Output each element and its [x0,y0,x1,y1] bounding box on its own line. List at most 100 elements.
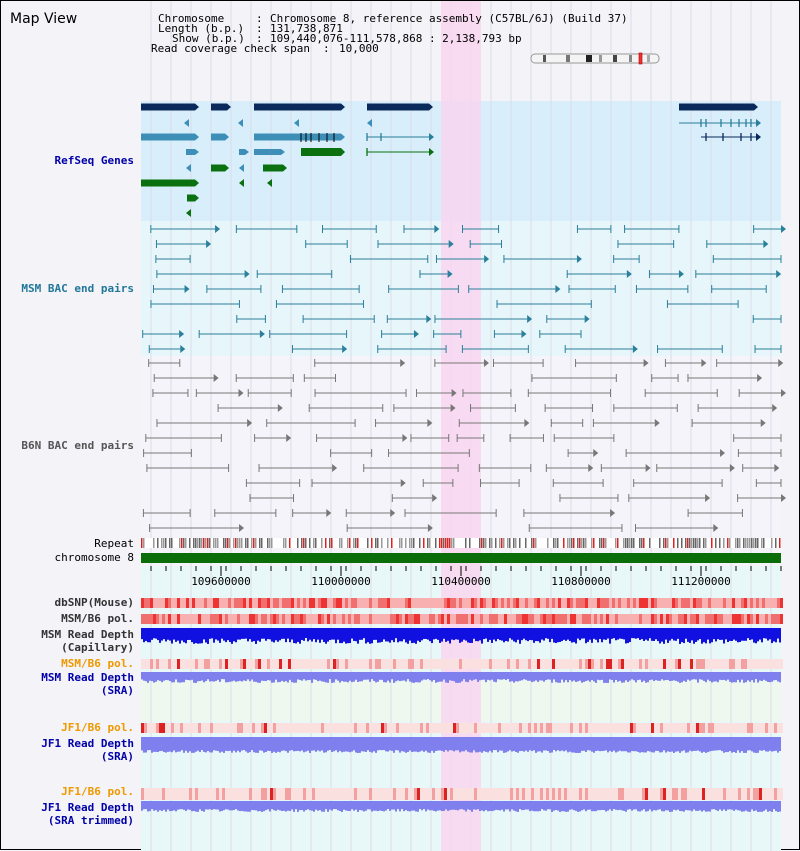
jf1-sra-depth-bar [307,737,309,751]
b6n-bac-pair-arrow [729,464,735,472]
polymorphism-cell [648,788,651,800]
polymorphism-cell [369,598,372,608]
polymorphism-cell [444,659,447,669]
jf1-trimmed-depth-bar [579,801,581,812]
polymorphism-cell [207,659,210,669]
jf1-sra-depth-bar [343,737,345,752]
show-label: Show (b.p.) [172,32,245,45]
polymorphism-cell [471,723,474,733]
polymorphism-cell [309,659,312,669]
jf1-trimmed-depth-bar [391,801,393,810]
msm-sra-depth-bar [577,672,579,682]
msm-sra-depth-bar [683,672,685,681]
jf1-trimmed-depth-bar [441,801,443,812]
polymorphism-cell [654,788,657,800]
repeat-element [639,538,641,548]
jf1-sra-depth-bar [481,737,483,753]
msm-sra-depth-bar [303,672,305,680]
jf1-trimmed-depth-bar [187,801,189,810]
polymorphism-cell [300,614,303,624]
msm-sra-depth-bar [321,672,323,682]
repeat-element [667,538,669,548]
jf1-sra-depth-bar [305,737,307,752]
polymorphism-cell [705,723,708,733]
polymorphism-cell [237,723,240,733]
jf1-sra-depth-bar [243,737,245,751]
jf1-trimmed-depth-bar [651,801,653,812]
jf1-sra-depth-bar [637,737,639,752]
polymorphism-cell [363,598,366,608]
polymorphism-cell [651,614,654,624]
polymorphism-cell [735,614,738,624]
jf1-sra-depth-bar [281,737,283,751]
jf1-sra-depth-bar [641,737,643,753]
msm-capillary-depth-bar [183,628,185,643]
msm-sra-depth-bar [147,672,149,683]
jf1-sra-depth-bar [159,737,161,752]
polymorphism-cell [195,723,198,733]
polymorphism-cell [645,598,648,608]
polymorphism-cell [411,598,414,608]
msm-sra-depth-bar [241,672,243,682]
polymorphism-cell [384,723,387,733]
polymorphism-cell [303,723,306,733]
jf1-trimmed-depth-bar [173,801,175,811]
jf1-trimmed-depth-bar [207,801,209,810]
jf1-sra-depth-bar [445,737,447,751]
msm-sra-depth-bar [779,672,781,683]
polymorphism-cell [519,723,522,733]
polymorphism-cell [639,659,642,669]
polymorphism-cell [303,788,306,800]
msm-sra-depth-bar [709,672,711,682]
polymorphism-cell [543,788,546,800]
polymorphism-cell [210,659,213,669]
msm-sra-depth-bar [525,672,527,680]
repeat-element [695,538,697,548]
jf1-sra-depth-bar [173,737,175,751]
jf1-sra-depth-bar [607,737,609,753]
polymorphism-cell [336,659,339,669]
polymorphism-cell [315,788,318,800]
msm-sra-depth-bar [187,672,189,681]
repeat-element [447,538,449,548]
jf1-sra-depth-bar [745,737,747,753]
jf1-sra-depth-bar [439,737,441,751]
polymorphism-cell [414,598,417,608]
msm-sra-depth-bar [675,672,677,681]
repeat-track-bg [141,538,781,548]
msm-capillary-depth-bar [271,628,273,642]
msm-sra-depth-bar [595,672,597,683]
jf1-trimmed-depth-bar [711,801,713,810]
polymorphism-cell [315,659,318,669]
msm-capillary-depth-bar [659,628,661,644]
msm-sra-depth-bar [391,672,393,680]
polymorphism-cell [456,598,459,608]
polymorphism-cell [654,659,657,669]
msm-capillary-depth-bar [247,628,249,642]
jf1-trimmed-depth-bar [599,801,601,811]
jf1-sra-depth-bar [695,737,697,751]
polymorphism-cell [552,598,555,608]
polymorphism-cell [507,598,510,608]
length-value: 131,738,871 [270,22,343,35]
repeat-element [659,538,661,548]
jf1-sra-depth-bar [187,737,189,753]
jf1-trimmed-depth-bar [677,801,679,810]
polymorphism-cell [630,788,633,800]
ideogram-band [629,55,632,62]
msm-capillary-depth-bar [267,628,269,640]
msm-capillary-depth-bar [761,628,763,643]
jf1-trimmed-depth-bar [775,801,777,812]
msm-capillary-depth-bar [693,628,695,644]
polymorphism-cell [684,598,687,608]
msm-sra-depth-bar [631,672,633,680]
msm-sra-depth-bar [237,672,239,682]
jf1-sra-depth-bar [511,737,513,752]
polymorphism-cell [666,659,669,669]
b6n-bac-pair-arrow [432,494,438,502]
jf1-trimmed-depth-bar [273,801,275,811]
polymorphism-cell [555,723,558,733]
jf1-trimmed-depth-bar [539,801,541,812]
jf1-trimmed-depth-bar [577,801,579,812]
